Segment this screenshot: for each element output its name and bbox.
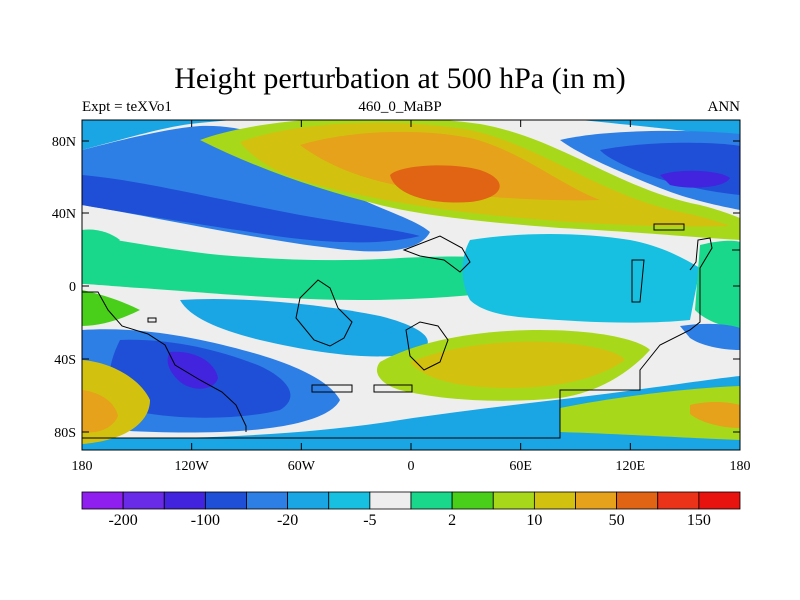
colorbar-label: -200 [108, 512, 137, 529]
colorbar-swatch [451, 491, 494, 510]
colorbar-label: -5 [363, 512, 376, 529]
lon-tick-label: 0 [408, 459, 415, 474]
colorbar-label: 10 [526, 512, 542, 529]
colorbar-swatch [369, 491, 412, 510]
lon-tick-label: 120W [175, 459, 210, 474]
colorbar-swatch [204, 491, 247, 510]
lon-tick-label: 180 [72, 459, 93, 474]
colorbar-swatch [287, 491, 330, 510]
lon-tick-label: 180 [730, 459, 751, 474]
experiment-label: Expt = teXVo1 [82, 99, 172, 115]
colorbar-label: 150 [687, 512, 711, 529]
lon-tick-label: 60W [288, 459, 316, 474]
season-label: ANN [707, 99, 741, 115]
colorbar-swatch [492, 491, 535, 510]
colorbar-swatch [698, 491, 741, 510]
colorbar-label: -100 [191, 512, 220, 529]
lat-tick-label: 0 [69, 280, 76, 295]
colorbar-swatch [616, 491, 659, 510]
colorbar-label: -20 [277, 512, 298, 529]
coastlines [82, 223, 740, 439]
period-label: 460_0_MaBP [358, 99, 442, 115]
colorbar-swatch [122, 491, 165, 510]
latitude-axis: 80N 40N 0 40S 80S [52, 135, 740, 441]
longitude-axis: 180 120W 60W 0 60E 120E 180 [72, 120, 751, 474]
lat-tick-label: 40N [52, 207, 76, 222]
map-title: Height perturbation at 500 hPa (in m) [174, 62, 626, 95]
lat-tick-label: 80S [54, 426, 76, 441]
lat-tick-label: 40S [54, 353, 76, 368]
colorbar-swatch [328, 491, 371, 510]
contour-field [82, 120, 740, 450]
colorbar-swatch [163, 491, 206, 510]
colorbar-swatch [657, 491, 700, 510]
colorbar-swatch [246, 491, 289, 510]
lon-tick-label: 120E [616, 459, 646, 474]
lat-tick-label: 80N [52, 135, 76, 150]
colorbar-swatch [575, 491, 618, 510]
colorbar-label: 2 [448, 512, 456, 529]
colorbar-swatch [410, 491, 453, 510]
lon-tick-label: 60E [509, 459, 532, 474]
colorbar-label: 50 [609, 512, 625, 529]
colorbar: -200 -100 -20 -5 2 10 50 150 [81, 491, 741, 529]
colorbar-swatch [81, 491, 124, 510]
colorbar-swatch [533, 491, 576, 510]
